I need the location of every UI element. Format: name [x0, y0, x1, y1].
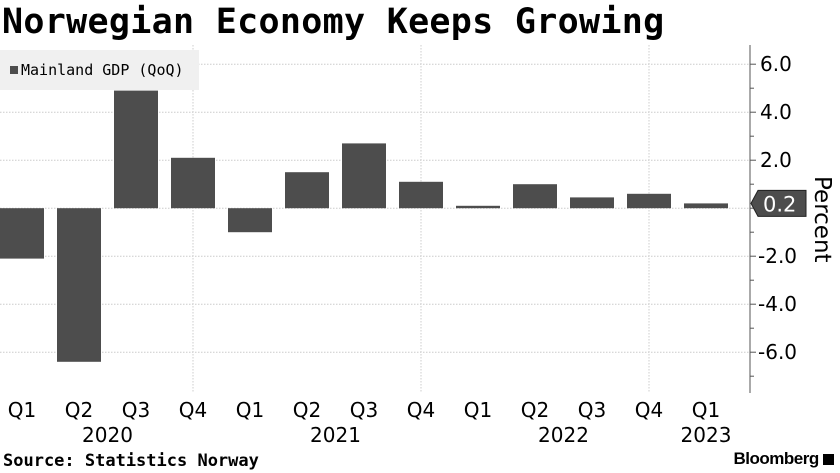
y-axis-label: Percent — [809, 176, 835, 263]
y-tick-label: 6.0 — [760, 52, 792, 76]
legend-label: Mainland GDP (QoQ) — [21, 61, 184, 79]
bar — [228, 208, 272, 233]
last-value-label: 0.2 — [763, 192, 796, 216]
x-tick-label: Q1 — [236, 398, 264, 422]
bar — [513, 184, 557, 209]
y-tick-label: -6.0 — [758, 340, 797, 364]
bar — [342, 143, 386, 209]
x-tick-label: Q4 — [179, 398, 207, 422]
bloomberg-logo: Bloomberg — [734, 449, 834, 469]
x-year-label: 2020 — [82, 423, 133, 447]
bar — [0, 208, 44, 259]
legend-swatch — [10, 66, 18, 74]
x-year-label: 2022 — [538, 423, 589, 447]
x-tick-label: Q2 — [65, 398, 93, 422]
y-tick-label: -2.0 — [758, 244, 797, 268]
x-tick-label: Q3 — [122, 398, 150, 422]
x-tick-label: Q1 — [464, 398, 492, 422]
x-tick-label: Q2 — [521, 398, 549, 422]
y-tick-label: 4.0 — [760, 100, 792, 124]
y-tick-label: -4.0 — [758, 292, 797, 316]
bar — [456, 205, 500, 209]
last-value-tag — [750, 189, 807, 217]
y-tick-label: 2.0 — [760, 148, 792, 172]
legend-box — [0, 50, 199, 90]
x-year-label: 2021 — [310, 423, 361, 447]
x-tick-label: Q2 — [293, 398, 321, 422]
bar — [285, 172, 329, 209]
chart-title: Norwegian Economy Keeps Growing — [2, 2, 665, 42]
x-tick-label: Q3 — [350, 398, 378, 422]
x-tick-label: Q4 — [635, 398, 663, 422]
bar — [570, 197, 614, 209]
bar — [399, 181, 443, 209]
bar — [57, 208, 101, 362]
source-note: Source: Statistics Norway — [3, 451, 259, 471]
x-tick-label: Q1 — [8, 398, 36, 422]
x-tick-label: Q4 — [407, 398, 435, 422]
x-tick-label: Q1 — [692, 398, 720, 422]
bar — [627, 193, 671, 209]
bar — [114, 90, 158, 209]
logo-text: Bloomberg — [733, 449, 820, 468]
x-tick-label: Q3 — [578, 398, 606, 422]
chart-icon — [823, 454, 834, 465]
x-year-label: 2023 — [681, 423, 732, 447]
bar — [684, 203, 728, 209]
bar — [171, 157, 215, 209]
